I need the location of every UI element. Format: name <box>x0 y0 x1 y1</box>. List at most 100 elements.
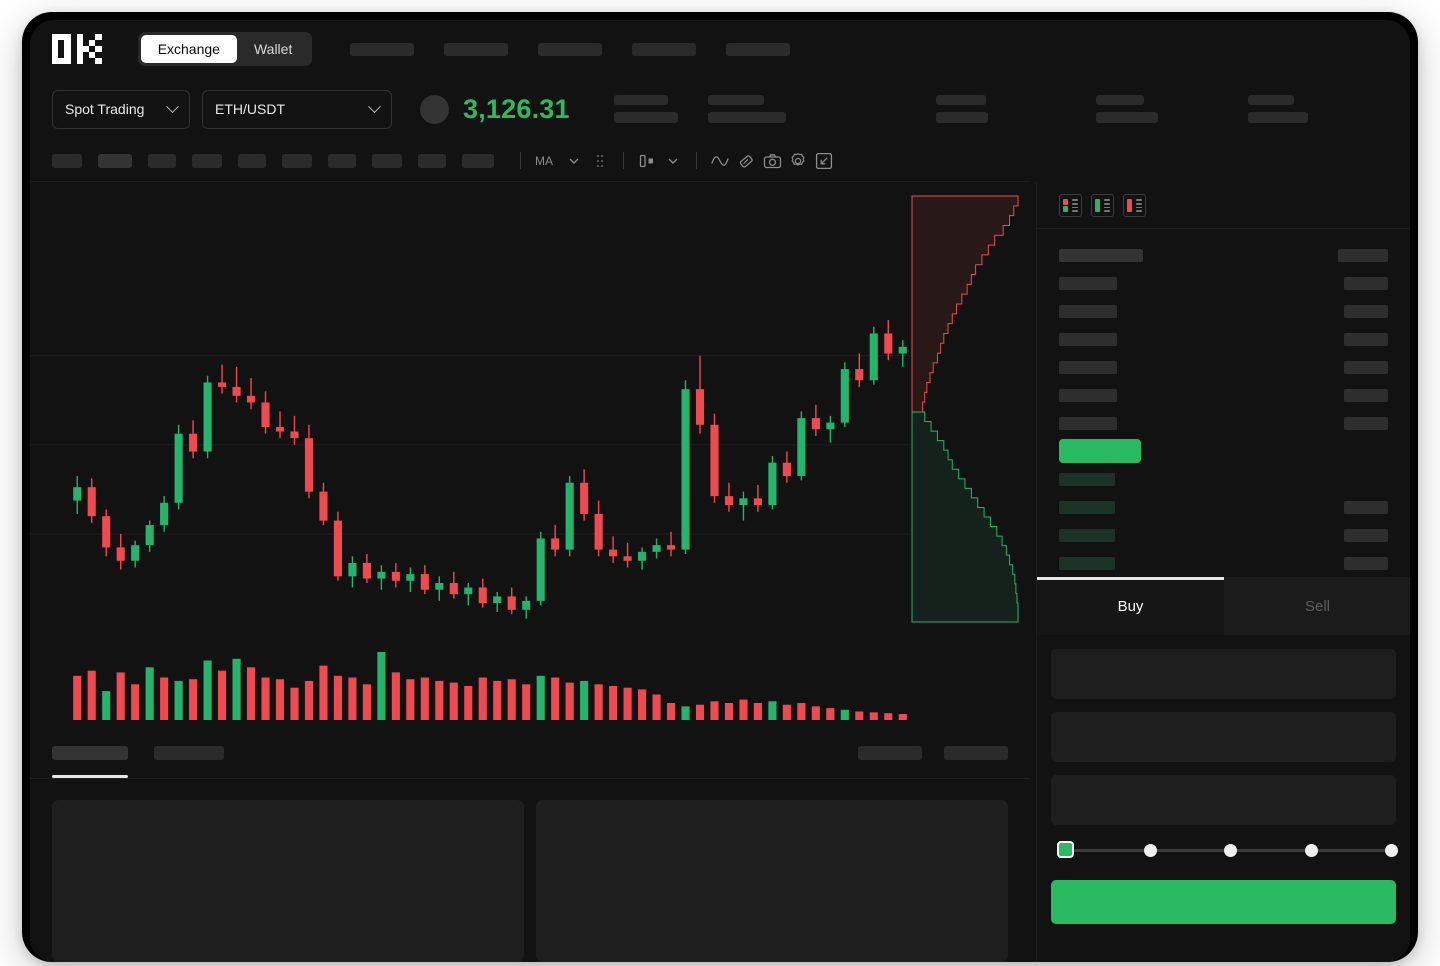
timeframe-button[interactable] <box>52 153 82 168</box>
market-stat-label <box>707 95 764 105</box>
orders-tab-bar <box>30 727 1030 779</box>
orderbook-size <box>1338 248 1388 262</box>
timeframe-button[interactable] <box>148 153 176 168</box>
timeframe-button[interactable] <box>418 153 446 168</box>
orderbook-row[interactable] <box>1059 241 1388 269</box>
orderbook-row[interactable] <box>1059 353 1388 381</box>
timeframe-buttons <box>52 152 531 169</box>
nav-item-placeholder[interactable] <box>444 42 509 56</box>
place-buy-order-button[interactable] <box>1051 880 1396 924</box>
orderbook-price <box>1059 528 1115 542</box>
volume-pane <box>73 652 907 720</box>
tab-exchange[interactable]: Exchange <box>140 35 237 63</box>
timeframe-button[interactable] <box>372 153 402 168</box>
trading-mode-label: Spot Trading <box>65 101 145 117</box>
nav-item-placeholder[interactable] <box>726 42 791 56</box>
orderbook-bids-icon[interactable] <box>1091 194 1114 217</box>
line-wave-icon[interactable] <box>707 148 733 174</box>
top-navigation-bar: Exchange Wallet <box>30 20 1410 78</box>
gear-icon[interactable] <box>785 148 811 174</box>
orderbook-both-icon[interactable] <box>1059 194 1082 217</box>
camera-icon[interactable] <box>759 148 785 174</box>
orderbook-row[interactable] <box>1059 521 1388 549</box>
orderbook-mode-lines <box>1072 199 1078 212</box>
trading-pair-select[interactable]: ETH/USDT <box>202 89 392 129</box>
slider-stop-100[interactable] <box>1385 843 1398 857</box>
orderbook-row[interactable] <box>1059 409 1388 437</box>
slider-handle[interactable] <box>1057 841 1074 858</box>
market-stat <box>1247 95 1308 123</box>
trading-mode-select[interactable]: Spot Trading <box>52 89 190 129</box>
eraser-icon[interactable] <box>733 148 759 174</box>
orderbook-row[interactable] <box>1059 297 1388 325</box>
timeframe-button[interactable] <box>282 153 312 168</box>
orders-tab[interactable] <box>52 745 128 778</box>
okx-logo[interactable] <box>52 33 108 65</box>
orderbook-trade-column: Buy Sell <box>1036 182 1410 962</box>
orderbook-mode-bars <box>1063 198 1068 213</box>
orderbook-row[interactable] <box>1059 269 1388 297</box>
market-stat <box>935 95 988 123</box>
orderbook-size <box>1344 304 1388 318</box>
amount-percentage-slider[interactable] <box>1055 838 1398 862</box>
chevron-down-icon <box>166 99 179 113</box>
chevron-down-icon[interactable] <box>561 148 587 174</box>
orderbook-row[interactable] <box>1059 549 1388 577</box>
price-chart[interactable] <box>30 182 1030 727</box>
last-price: 3,126.31 <box>463 93 570 124</box>
toolbar-divider <box>623 152 624 169</box>
orderbook-price <box>1059 304 1117 318</box>
timeframe-button[interactable] <box>462 153 494 168</box>
orders-content <box>30 786 1030 962</box>
orderbook[interactable] <box>1037 229 1410 577</box>
nav-item-placeholder[interactable] <box>350 42 415 56</box>
market-header: Spot Trading ETH/USDT 3,126.31 <box>30 78 1410 140</box>
active-tab-underline <box>52 774 128 778</box>
tab-wallet[interactable]: Wallet <box>237 35 309 63</box>
timeframe-button[interactable] <box>328 153 356 168</box>
order-input-field[interactable] <box>1051 775 1396 825</box>
market-stat-value <box>935 112 988 123</box>
slider-stop-50[interactable] <box>1224 843 1237 857</box>
slider-stop-75[interactable] <box>1304 843 1318 857</box>
candlestick-type-icon[interactable] <box>634 148 660 174</box>
toolbar-divider <box>696 152 697 169</box>
market-stat-label <box>613 95 668 105</box>
device-frame: Exchange Wallet Spot Trading ETH/USDT 3,… <box>22 12 1418 962</box>
timeframe-button[interactable] <box>98 153 132 168</box>
fullscreen-icon[interactable] <box>811 148 837 174</box>
orderbook-row[interactable] <box>1059 465 1388 493</box>
orderbook-price <box>1059 439 1141 463</box>
timeframe-button[interactable] <box>192 153 222 168</box>
market-stat-value <box>613 112 678 123</box>
orderbook-price <box>1059 332 1117 346</box>
orderbook-mode-lines <box>1136 199 1142 212</box>
tab-sell[interactable]: Sell <box>1224 577 1410 635</box>
orderbook-row[interactable] <box>1059 325 1388 353</box>
market-stat <box>707 95 786 123</box>
timeframe-button[interactable] <box>238 153 266 168</box>
orderbook-row[interactable] <box>1059 493 1388 521</box>
tab-buy[interactable]: Buy <box>1037 577 1224 635</box>
orderbook-mode-lines <box>1104 199 1110 212</box>
orderbook-size <box>1344 276 1388 290</box>
drag-dots-icon[interactable] <box>587 148 613 174</box>
orders-panel-placeholder <box>52 800 524 962</box>
nav-item-placeholder[interactable] <box>632 42 697 56</box>
nav-item-placeholder[interactable] <box>538 42 603 56</box>
market-stat <box>1095 95 1158 123</box>
orderbook-row[interactable] <box>1059 381 1388 409</box>
orders-tab[interactable] <box>154 745 224 760</box>
ma-indicator-label[interactable]: MA <box>535 153 553 168</box>
chevron-down-icon[interactable] <box>660 148 686 174</box>
order-input-field[interactable] <box>1051 712 1396 762</box>
slider-stop-25[interactable] <box>1143 843 1157 857</box>
orderbook-size <box>1344 528 1388 542</box>
orders-action-placeholder[interactable] <box>944 745 1008 760</box>
orderbook-asks-icon[interactable] <box>1123 194 1146 217</box>
orderbook-size <box>1344 556 1388 570</box>
orderbook-spread-row[interactable] <box>1059 437 1388 465</box>
order-input-field[interactable] <box>1051 649 1396 699</box>
orders-action-placeholder[interactable] <box>858 745 922 760</box>
nav-links <box>350 42 791 56</box>
